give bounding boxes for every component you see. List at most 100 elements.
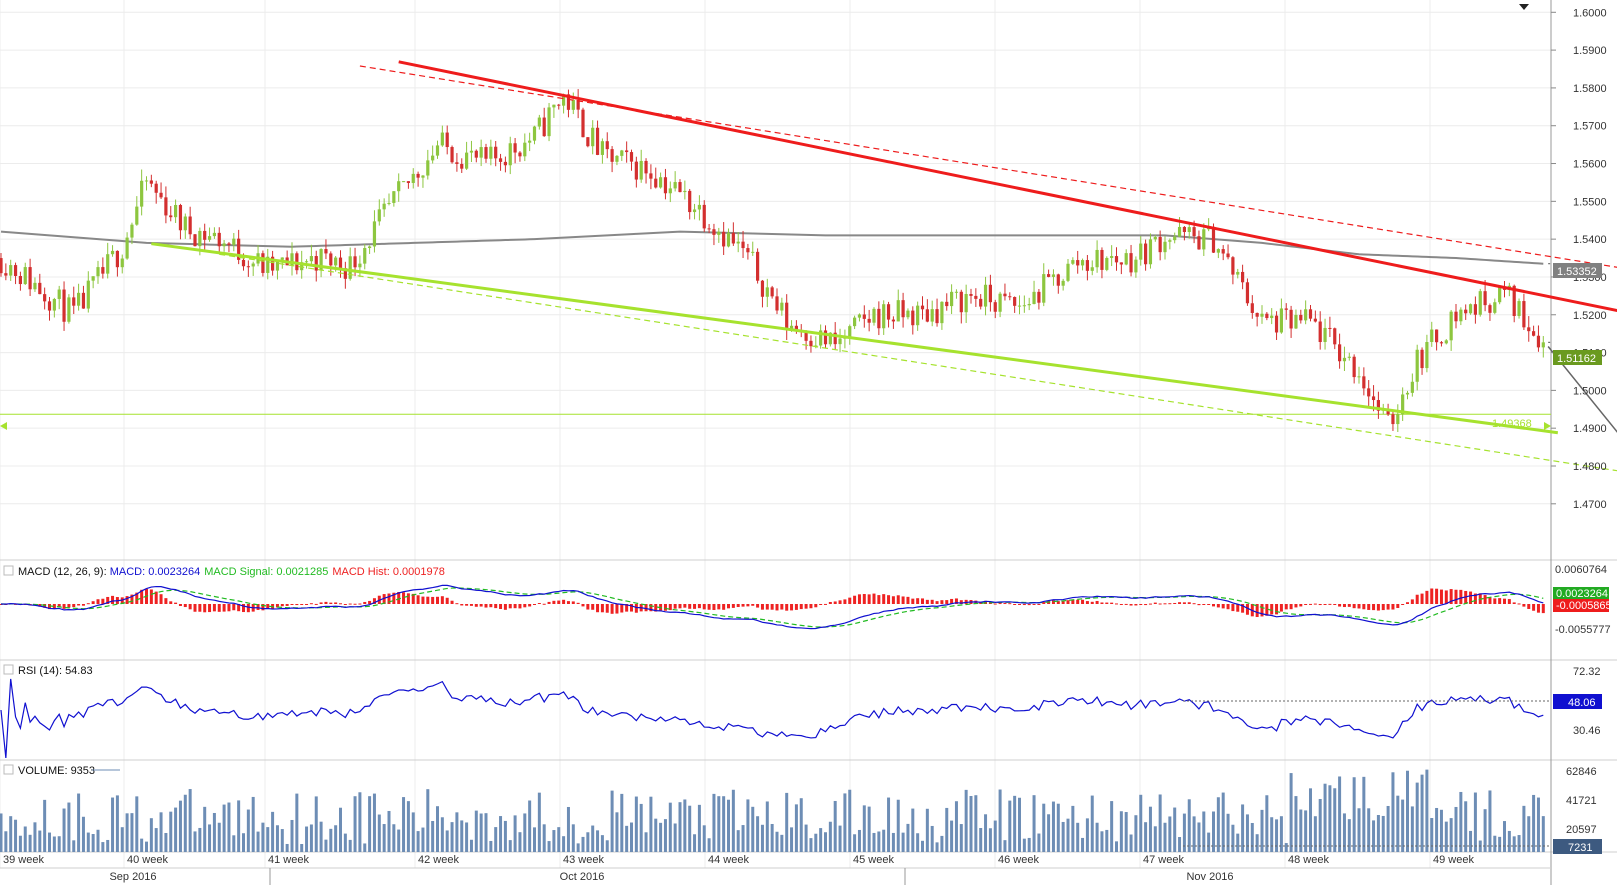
candle bbox=[983, 284, 988, 307]
volume-bar bbox=[1158, 794, 1162, 852]
rsi-panel: RSI (14): 54.83 bbox=[0, 664, 1551, 759]
volume-bar bbox=[1425, 769, 1429, 852]
candle bbox=[1478, 291, 1482, 315]
candle bbox=[595, 127, 600, 155]
volume-bar bbox=[1352, 777, 1356, 852]
macd-hist-bar bbox=[799, 604, 803, 610]
candle bbox=[891, 319, 895, 322]
panel-close-icon[interactable] bbox=[3, 565, 14, 576]
candle bbox=[1148, 239, 1153, 265]
volume-bar bbox=[1236, 833, 1240, 852]
candle bbox=[1250, 303, 1254, 313]
volume-bar bbox=[770, 823, 774, 852]
volume-bar bbox=[440, 817, 444, 852]
macd-hist-bar bbox=[285, 604, 289, 606]
candle bbox=[1527, 327, 1531, 332]
macd-hist-bar bbox=[154, 591, 158, 604]
support-trendline[interactable] bbox=[151, 242, 1559, 435]
resistance-dashed-channel[interactable] bbox=[359, 65, 1617, 326]
volume-bar bbox=[1027, 837, 1031, 852]
candle bbox=[348, 256, 352, 279]
macd-hist-bar bbox=[712, 604, 716, 611]
macd-hist-bar bbox=[1236, 604, 1240, 612]
volume-bar bbox=[1226, 813, 1230, 852]
volume-bar bbox=[1022, 838, 1026, 852]
volume-bar bbox=[436, 806, 439, 852]
volume-axis-1: 62846 bbox=[1566, 766, 1597, 778]
volume-bar bbox=[232, 835, 236, 852]
candle bbox=[1522, 301, 1526, 328]
candle bbox=[144, 180, 149, 182]
candle bbox=[1333, 328, 1337, 345]
volume-bar bbox=[644, 832, 648, 852]
macd-hist-bar bbox=[596, 604, 600, 613]
macd-hist-bar bbox=[402, 592, 406, 604]
volume-bar bbox=[925, 808, 929, 852]
candle bbox=[1541, 342, 1545, 348]
panel-close-icon[interactable] bbox=[3, 664, 14, 675]
volume-bar bbox=[693, 834, 697, 852]
volume-bars bbox=[0, 769, 1545, 852]
candle bbox=[1376, 400, 1380, 411]
rsi-title: RSI (14): 54.83 bbox=[18, 665, 93, 677]
candle bbox=[692, 209, 697, 213]
resistance-trendline[interactable] bbox=[398, 60, 1617, 334]
candle bbox=[1168, 240, 1172, 242]
candle bbox=[1294, 314, 1298, 329]
candle bbox=[1425, 342, 1429, 369]
price-axis-label: 1.5800 bbox=[1573, 83, 1607, 95]
time-axis: 39 week 40 week 41 week 42 week 43 week 44 we… bbox=[3, 854, 1474, 885]
candle bbox=[688, 190, 692, 213]
candle bbox=[300, 262, 304, 271]
rsi-line bbox=[0, 678, 1544, 759]
candle bbox=[1532, 331, 1536, 336]
chevron-down-icon[interactable] bbox=[1519, 4, 1529, 10]
volume-bar bbox=[882, 829, 886, 852]
volume-bar bbox=[513, 815, 517, 852]
candle bbox=[1187, 227, 1191, 233]
candle bbox=[261, 253, 265, 273]
macd-hist-bar bbox=[760, 604, 764, 610]
macd-hist-bar bbox=[232, 604, 236, 611]
candle bbox=[72, 297, 76, 306]
macd-hist-bar bbox=[625, 604, 629, 612]
candle bbox=[1270, 315, 1274, 319]
volume-bar bbox=[1275, 819, 1279, 852]
projection-path[interactable] bbox=[1547, 346, 1617, 487]
macd-hist-bar bbox=[1347, 604, 1351, 607]
candle bbox=[392, 191, 396, 203]
volume-bar bbox=[887, 797, 891, 852]
volume-bar bbox=[81, 816, 85, 852]
volume-bar bbox=[242, 833, 245, 852]
volume-bar bbox=[52, 836, 56, 852]
volume-bar bbox=[358, 792, 362, 852]
volume-bar bbox=[566, 806, 570, 852]
volume-bar bbox=[314, 796, 318, 852]
macd-hist-bar bbox=[1260, 604, 1264, 617]
svg-text:1.51162: 1.51162 bbox=[1557, 353, 1596, 365]
candle bbox=[620, 150, 624, 156]
candle bbox=[1260, 313, 1264, 317]
macd-hist-bar bbox=[1003, 603, 1007, 605]
macd-hist-bar bbox=[1037, 604, 1041, 605]
week-label: 42 week bbox=[418, 854, 459, 866]
candle bbox=[1401, 394, 1405, 415]
macd-hist-bar bbox=[1517, 603, 1521, 605]
panel-close-icon[interactable] bbox=[3, 764, 14, 775]
volume-bar bbox=[363, 843, 367, 852]
macd-hist-bar bbox=[183, 604, 187, 608]
support-dashed-channel[interactable] bbox=[219, 253, 1617, 527]
volume-bar bbox=[746, 799, 750, 852]
macd-hist-bar bbox=[1066, 600, 1070, 604]
volume-panel: VOLUME: 9353 bbox=[0, 764, 1551, 852]
volume-bar bbox=[557, 827, 561, 852]
macd-hist-bar bbox=[887, 595, 891, 604]
macd-hist-bar bbox=[436, 596, 439, 604]
candle bbox=[722, 231, 726, 247]
candle bbox=[101, 267, 105, 274]
macd-hist-bar bbox=[1507, 599, 1511, 604]
candle bbox=[440, 132, 444, 146]
candle bbox=[581, 109, 585, 138]
candle bbox=[1512, 285, 1516, 317]
